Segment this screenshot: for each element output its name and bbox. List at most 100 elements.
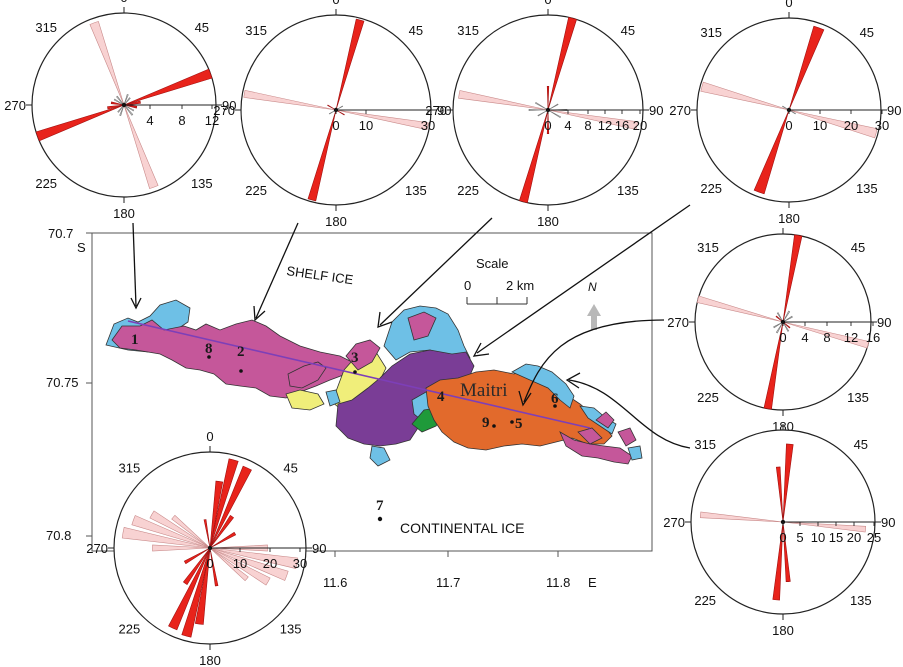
rose-petal-pink — [209, 547, 271, 586]
rose-azimuth-label: 180 — [113, 206, 135, 221]
rose-petal-red — [335, 18, 365, 111]
rose-radial-tick: 8 — [823, 330, 830, 345]
rose-petal-gray — [528, 108, 549, 112]
rose-radial-tick: 16 — [615, 118, 629, 133]
rose-azimuth-label: 45 — [621, 23, 635, 38]
rose-azimuth-label: 225 — [35, 176, 57, 191]
rose-petal-red — [519, 109, 549, 204]
geology-units — [105, 299, 643, 467]
rose-radial-tick: 4 — [146, 113, 153, 128]
rose-petal-gray — [782, 321, 790, 332]
lon-axis-label: E — [588, 575, 597, 590]
rose-radial-tick: 20 — [633, 118, 647, 133]
rose-petal-red — [327, 104, 337, 111]
rose-azimuth-label: 180 — [537, 214, 559, 229]
rose-azimuth-label: 180 — [772, 623, 794, 638]
rose-petal-gray — [782, 315, 793, 323]
rose-petal-gray — [123, 97, 131, 106]
rose-radial-tick: 20 — [847, 530, 861, 545]
rose-azimuth-label: 45 — [851, 240, 865, 255]
rose-petal-pink — [89, 21, 125, 106]
rose-radial-tick: 0 — [779, 530, 786, 545]
rose-azimuth-label: 315 — [35, 20, 57, 35]
rose-diagram-a: 0 45 90 135 180 225 270 315 4 8 12 — [4, 0, 236, 221]
unit-blue-small — [325, 389, 341, 407]
rose-petal-red — [546, 109, 550, 135]
arrow-rose-d — [476, 204, 691, 354]
rose-petal-pink — [209, 547, 249, 582]
rose-diagrams: 0459013518022527031548120459013518022527… — [4, 0, 901, 667]
rose-azimuth-label: 270 — [86, 541, 108, 556]
rose-petal-red — [203, 519, 211, 549]
rose-radial-tick: 15 — [829, 530, 843, 545]
rose-azimuth-label: 135 — [405, 183, 427, 198]
rose-azimuth-label: 315 — [697, 240, 719, 255]
rose-petal-gray — [119, 104, 125, 116]
rose-petal-red — [307, 109, 337, 202]
rose-azimuth-label: 315 — [700, 25, 722, 40]
rose-petal-gray — [547, 109, 562, 119]
rose-radial-tick: 30 — [875, 118, 889, 133]
rose-petal-pink — [152, 544, 211, 552]
rose-azimuth-label: 45 — [854, 437, 868, 452]
rose-petal-red — [782, 321, 791, 329]
transect-line — [127, 320, 591, 429]
unit-pink-sliver — [287, 361, 327, 389]
unit-yellow-small — [285, 389, 325, 411]
rose-petal-red — [182, 547, 211, 586]
site-3: 3 — [351, 350, 359, 366]
rose-petal-red — [123, 68, 213, 106]
lon-tick-11-7: 11.7 — [436, 575, 460, 590]
lat-tick-70-70: 70.7 — [48, 226, 73, 241]
rose-azimuth-label: 270 — [667, 315, 689, 330]
rose-azimuth-label: 225 — [700, 181, 722, 196]
rose-petal-gray — [547, 103, 559, 111]
rose-petal-gray — [123, 104, 134, 116]
rose-diagram-d: 0 45 90 135 180 225 270 315 0 10 20 30 — [669, 0, 901, 226]
arrow-rose-c — [379, 217, 493, 326]
rose-azimuth-label: 225 — [119, 622, 141, 637]
rose-azimuth-label: 90 — [649, 103, 663, 118]
arrow-rose-a — [132, 222, 137, 307]
rose-azimuth-label: 90 — [877, 315, 891, 330]
rose-petal-gray — [775, 321, 784, 334]
rose-petal-pink — [335, 109, 429, 131]
rose-petal-gray — [773, 321, 784, 329]
site-6: 6 — [551, 391, 559, 407]
rose-petal-red — [123, 100, 141, 106]
map-frame — [91, 232, 653, 552]
rose-radial-tick: 0 — [544, 118, 551, 133]
rose-radial-tick: 12 — [205, 113, 219, 128]
rose-petal-gray — [123, 104, 135, 112]
rose-radial-tick: 10 — [233, 556, 247, 571]
rose-radial-tick: 16 — [866, 330, 880, 345]
rose-azimuth-label: 315 — [245, 23, 267, 38]
unit-pink-west — [111, 319, 353, 399]
lon-tick-11-6: 11.6 — [323, 575, 347, 590]
rose-radial-tick: 12 — [598, 118, 612, 133]
rose-petal-red — [775, 315, 784, 323]
rose-azimuth-label: 270 — [663, 515, 685, 530]
rose-petal-red — [546, 85, 550, 111]
rose-azimuth-label: 225 — [697, 390, 719, 405]
rose-petal-red — [168, 547, 211, 631]
rose-petal-pink — [788, 109, 878, 139]
rose-petal-red — [788, 25, 825, 111]
unit-pink-east — [559, 431, 633, 465]
rose-azimuth-label: 270 — [4, 98, 26, 113]
rose-petal-red — [782, 234, 803, 323]
rose-azimuth-label: 315 — [119, 460, 141, 475]
north-arrow-icon — [587, 304, 601, 330]
rose-azimuth-label: 135 — [856, 181, 878, 196]
rose-petal-gray — [123, 94, 129, 106]
rose-petal-red — [547, 16, 577, 111]
rose-azimuth-label: 0 — [206, 429, 213, 444]
rose-petal-pink — [699, 511, 784, 523]
lon-tick-11-8: 11.8 — [546, 575, 570, 590]
scale-end: 2 km — [506, 278, 534, 293]
unit-pink-3 — [345, 339, 381, 371]
rose-petal-gray — [117, 104, 125, 113]
rose-azimuth-label: 90 — [222, 98, 236, 113]
